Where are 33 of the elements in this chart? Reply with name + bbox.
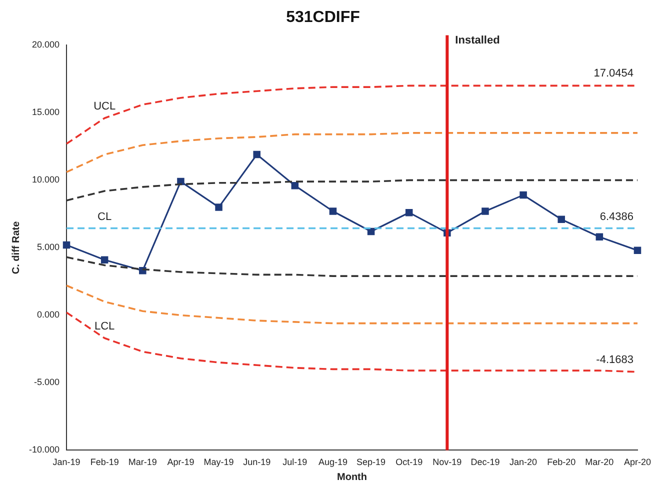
chart-title: 531CDIFF [286,9,360,26]
ref-line-label: Installed [455,34,500,47]
annotation: -4.1683 [596,354,634,366]
y-axis-title: C. diff Rate [10,220,22,274]
x-tick-label: Feb-19 [90,457,119,468]
x-tick-label: May-19 [204,457,234,468]
x-tick-label: Jan-20 [510,457,538,468]
x-tick-label: Mar-19 [128,457,157,468]
annotation: 6.4386 [600,210,634,223]
x-tick-label: Jul-19 [282,457,308,468]
x-tick-label: Feb-20 [547,457,576,468]
y-tick-label: 5.000 [36,242,60,252]
y-tick-label: 10.000 [32,174,60,185]
x-tick-label: Nov-19 [432,457,462,468]
x-tick-label: Oct-19 [396,457,423,468]
annotation: 17.0454 [594,68,634,80]
series-label: CL [98,210,112,223]
x-tick-label: Dec-19 [470,457,500,468]
x-tick-label: Mar-20 [585,457,614,468]
y-tick-label: -10.000 [28,444,60,455]
y-tick-label: 20.000 [32,40,60,50]
y-tick-label: 0.000 [36,310,60,320]
series-label: UCL [94,100,116,113]
x-tick-label: Aug-19 [318,457,348,468]
series-label: LCL [94,320,115,333]
x-axis-title: Month [337,472,368,483]
y-tick-label: -5.000 [34,377,60,388]
x-tick-label: Jan-19 [52,457,80,468]
y-tick-label: 15.000 [32,107,60,118]
x-tick-label: Apr-19 [167,457,194,468]
x-tick-label: Sep-19 [356,457,386,468]
x-tick-label: Apr-20 [624,457,651,468]
x-tick-label: Jun-19 [243,457,271,468]
